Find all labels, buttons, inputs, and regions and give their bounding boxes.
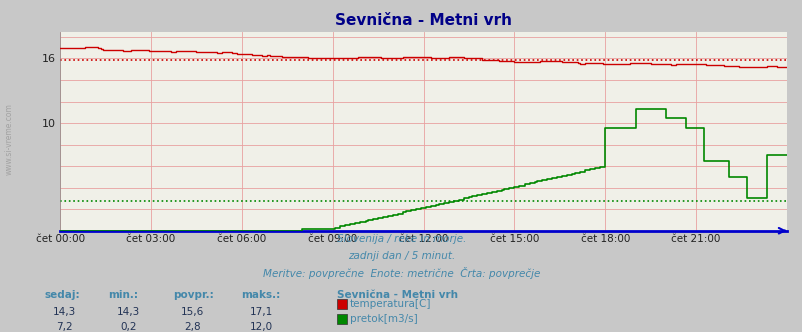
Text: 12,0: 12,0 xyxy=(249,322,272,332)
Text: pretok[m3/s]: pretok[m3/s] xyxy=(350,314,417,324)
Text: min.:: min.: xyxy=(108,290,138,300)
Text: 17,1: 17,1 xyxy=(249,307,272,317)
Text: Slovenija / reke in morje.: Slovenija / reke in morje. xyxy=(336,234,466,244)
Title: Sevnična - Metni vrh: Sevnična - Metni vrh xyxy=(334,13,512,28)
Text: www.si-vreme.com: www.si-vreme.com xyxy=(5,104,14,175)
Text: Sevnična - Metni vrh: Sevnična - Metni vrh xyxy=(337,290,458,300)
Text: 2,8: 2,8 xyxy=(184,322,200,332)
Text: sedaj:: sedaj: xyxy=(44,290,79,300)
Text: 0,2: 0,2 xyxy=(120,322,136,332)
Text: Meritve: povprečne  Enote: metrične  Črta: povprečje: Meritve: povprečne Enote: metrične Črta:… xyxy=(262,267,540,279)
Text: 15,6: 15,6 xyxy=(181,307,204,317)
Text: 14,3: 14,3 xyxy=(117,307,140,317)
Text: maks.:: maks.: xyxy=(241,290,280,300)
Text: 14,3: 14,3 xyxy=(53,307,75,317)
Text: temperatura[C]: temperatura[C] xyxy=(350,299,431,309)
Text: zadnji dan / 5 minut.: zadnji dan / 5 minut. xyxy=(347,251,455,261)
Text: povpr.:: povpr.: xyxy=(172,290,213,300)
Text: 7,2: 7,2 xyxy=(56,322,72,332)
